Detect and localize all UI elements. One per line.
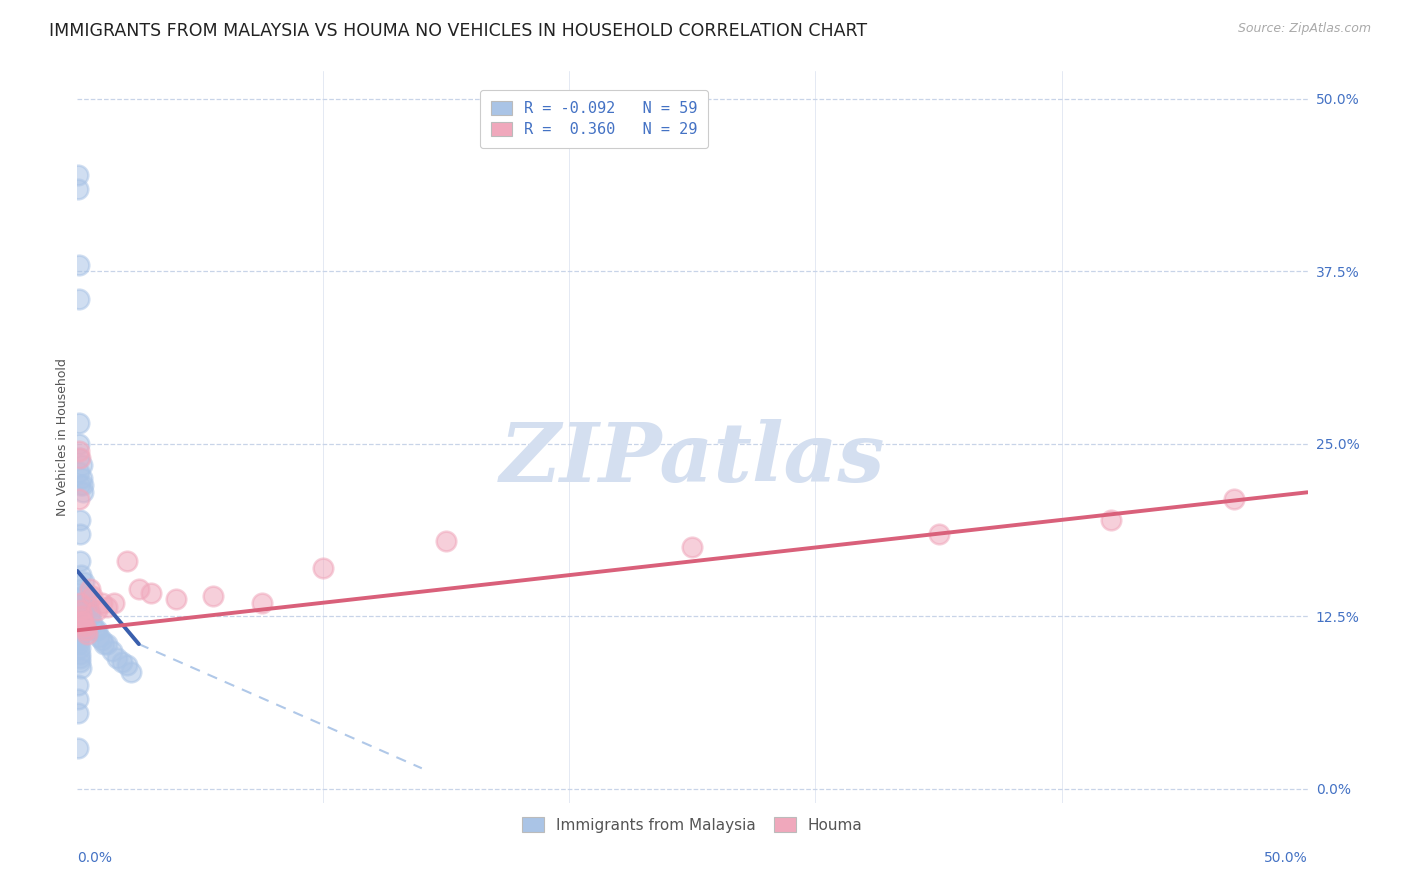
Point [66, 596, 89, 610]
Point [115, 657, 138, 672]
Point [69, 526, 91, 541]
Point [70, 596, 93, 610]
Point [70, 614, 93, 628]
Point [86, 602, 108, 616]
Point [79, 605, 101, 619]
Text: ZIPatlas: ZIPatlas [499, 419, 886, 499]
Point [66, 678, 89, 692]
Point [250, 596, 273, 610]
Point [90, 632, 114, 647]
Point [72, 485, 94, 500]
Point [70, 609, 93, 624]
Point [69, 651, 91, 665]
Point [1099, 513, 1122, 527]
Point [73, 589, 96, 603]
Point [67, 443, 90, 458]
Point [69, 450, 91, 465]
Point [67, 417, 90, 431]
Point [103, 596, 125, 610]
Point [96, 637, 118, 651]
Point [77, 602, 100, 616]
Point [165, 591, 187, 606]
Point [67, 437, 90, 451]
Text: IMMIGRANTS FROM MALAYSIA VS HOUMA NO VEHICLES IN HOUSEHOLD CORRELATION CHART: IMMIGRANTS FROM MALAYSIA VS HOUMA NO VEH… [49, 22, 868, 40]
Point [682, 541, 704, 555]
Point [76, 596, 98, 610]
Point [66, 692, 89, 706]
Point [436, 533, 458, 548]
Point [70, 471, 93, 485]
Point [1223, 492, 1246, 507]
Point [69, 554, 91, 568]
Point [70, 568, 93, 582]
Point [105, 651, 128, 665]
Point [73, 602, 96, 616]
Point [82, 616, 104, 631]
Point [141, 586, 163, 600]
Text: Source: ZipAtlas.com: Source: ZipAtlas.com [1237, 22, 1371, 36]
Point [66, 168, 89, 182]
Point [67, 627, 90, 641]
Point [67, 614, 90, 628]
Point [67, 630, 90, 644]
Point [67, 706, 90, 720]
Point [67, 637, 90, 651]
Point [111, 655, 132, 669]
Point [67, 182, 90, 196]
Point [128, 582, 150, 596]
Point [115, 554, 138, 568]
Point [67, 619, 90, 633]
Point [73, 574, 96, 589]
Point [69, 596, 91, 610]
Point [72, 478, 94, 492]
Point [70, 602, 93, 616]
Point [76, 627, 98, 641]
Point [83, 624, 105, 638]
Point [69, 513, 91, 527]
Point [70, 582, 93, 596]
Point [89, 630, 111, 644]
Point [79, 609, 101, 624]
Text: 0.0%: 0.0% [77, 851, 112, 865]
Point [121, 665, 143, 679]
Point [73, 619, 96, 633]
Point [201, 589, 224, 603]
Point [86, 624, 108, 638]
Point [69, 655, 91, 669]
Point [69, 647, 91, 661]
Point [82, 589, 104, 603]
Point [101, 644, 124, 658]
Point [70, 660, 93, 674]
Point [75, 624, 97, 638]
Point [67, 292, 90, 306]
Point [70, 458, 93, 472]
Point [66, 602, 89, 616]
Point [67, 740, 90, 755]
Point [96, 599, 118, 614]
Point [67, 609, 90, 624]
Point [67, 450, 90, 465]
Point [67, 465, 90, 479]
Legend: Immigrants from Malaysia, Houma: Immigrants from Malaysia, Houma [516, 812, 869, 839]
Point [928, 526, 950, 541]
Point [79, 582, 101, 596]
Point [69, 641, 91, 656]
Point [70, 589, 93, 603]
Point [67, 492, 90, 507]
Point [312, 561, 335, 575]
Point [75, 596, 97, 610]
Y-axis label: No Vehicles in Household: No Vehicles in Household [56, 359, 69, 516]
Point [93, 637, 115, 651]
Point [67, 258, 90, 272]
Point [90, 596, 114, 610]
Point [67, 624, 90, 638]
Point [72, 616, 94, 631]
Point [67, 632, 90, 647]
Text: 50.0%: 50.0% [1264, 851, 1308, 865]
Point [69, 478, 91, 492]
